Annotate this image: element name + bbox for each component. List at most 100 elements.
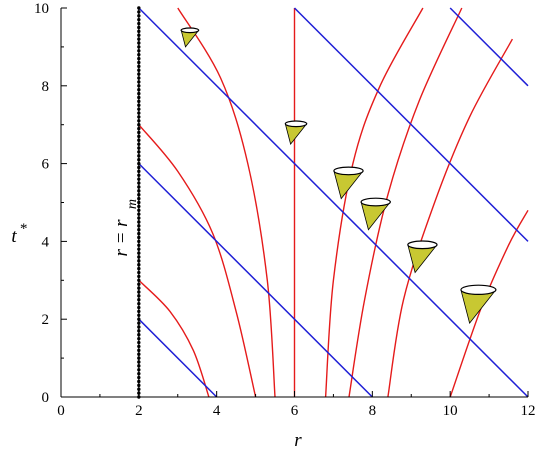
boundary-dot [137,49,141,53]
blue-line-5 [449,7,529,87]
boundary-annotation-subscript: m [125,199,140,209]
boundary-dot [137,21,141,26]
boundary-dot [137,364,141,368]
boundary-dot [137,313,141,318]
boundary-dot [137,228,141,232]
light-cones [180,27,497,324]
x-tick-label: 4 [213,403,221,419]
y-tick-label: 10 [34,1,49,17]
boundary-dot [137,239,141,244]
boundary-dot [137,123,141,127]
boundary-dot [137,235,141,240]
boundary-dot [137,138,141,142]
red-curves [138,7,529,398]
boundary-dot [137,185,141,189]
boundary-dot [137,72,141,76]
boundary-dot [137,134,141,139]
light-cone-mouth [284,120,308,128]
boundary-dot [137,181,141,185]
axes: 0 2 4 6 8 10 12 0 2 4 6 8 10 [34,1,536,419]
boundary-dot [137,142,141,146]
boundary-dot [137,266,141,271]
boundary-dot [137,243,141,247]
light-cone-mouth [460,284,497,295]
boundary-dot [137,87,141,92]
boundary-dot [137,68,141,72]
boundary-dot [137,305,141,310]
boundary-line [137,6,141,399]
y-tick-label: 6 [42,157,50,173]
red-curve-6 [348,7,463,398]
x-tick-label: 6 [291,403,299,419]
red-curve-1 [138,279,210,398]
y-axis-title-main: t [11,226,17,247]
boundary-dot [137,84,141,88]
boundary-dot [137,76,141,80]
boundary-dot [137,17,141,22]
boundary-dot [137,130,141,135]
boundary-dot [137,107,141,111]
boundary-dot [137,290,141,294]
x-tick-label: 10 [443,403,458,419]
boundary-dot [137,111,141,115]
light-cone-4 [360,197,391,231]
boundary-dot [137,270,141,275]
boundary-dot [137,169,141,174]
light-cone-5 [407,240,438,274]
light-cone-mouth [180,27,200,34]
boundary-dot [137,371,141,376]
boundary-dot [137,352,141,356]
light-cone-mouth [360,197,391,207]
boundary-dot [137,368,141,372]
boundary-dot [137,348,141,353]
red-curve-3 [177,7,276,398]
boundary-dot [137,103,141,107]
boundary-dot [137,150,141,154]
boundary-dot [137,6,141,10]
boundary-dot [137,10,141,14]
boundary-dot [137,301,141,306]
blue-line-1 [138,318,218,398]
x-tick-label: 0 [57,403,65,419]
boundary-dot [137,196,141,201]
light-cone-2 [284,120,308,145]
boundary-dot [137,336,141,341]
boundary-dot [137,41,141,45]
y-tick-label: 8 [42,79,50,95]
boundary-annotation-main: r = r [111,219,132,257]
boundary-dot [137,33,141,37]
boundary-dot [137,387,141,391]
boundary-annotation: r = r m [111,199,140,257]
boundary-dot [137,329,141,333]
boundary-dot [137,340,141,345]
x-tick-label: 8 [369,403,377,419]
boundary-dot [137,193,141,197]
y-tick-label: 4 [42,234,50,250]
light-cone-3 [333,166,364,200]
boundary-dot [137,126,141,131]
boundary-dot [137,14,141,18]
boundary-dot [137,247,141,251]
boundary-dot [137,259,141,263]
boundary-dot [137,263,141,267]
boundary-dot [137,309,141,314]
blue-lines [138,7,529,398]
boundary-dot [137,383,141,388]
boundary-dot [137,360,141,364]
boundary-dot [137,29,141,34]
red-curve-7 [387,38,514,398]
boundary-dot [137,251,141,255]
boundary-dot [137,80,141,84]
boundary-dot [137,208,141,212]
boundary-dot [137,99,141,104]
light-cone-mouth [333,166,364,176]
boundary-dot [137,95,141,100]
red-curve-5 [324,7,424,398]
boundary-dot [137,115,141,119]
x-axis-title: r [294,430,302,451]
boundary-dot [137,37,141,41]
boundary-dot [137,45,141,49]
boundary-dot [137,220,141,224]
boundary-dot [137,286,141,290]
